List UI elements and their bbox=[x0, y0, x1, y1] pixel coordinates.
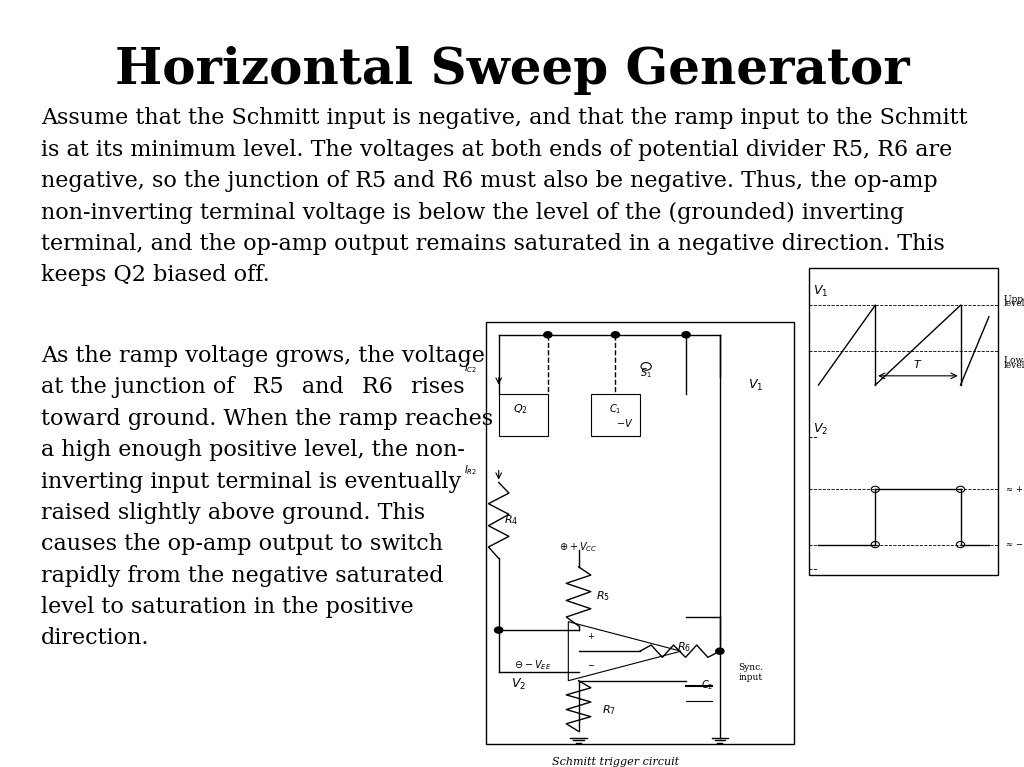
Text: $Q_2$: $Q_2$ bbox=[513, 402, 527, 416]
Text: $\oplus +V_{CC}$: $\oplus +V_{CC}$ bbox=[559, 541, 598, 554]
Text: $R_7$: $R_7$ bbox=[602, 703, 616, 717]
Text: $\ominus -V_{EE}$: $\ominus -V_{EE}$ bbox=[514, 659, 551, 672]
Text: Upper trigger: Upper trigger bbox=[1004, 295, 1024, 304]
Text: $C_2$: $C_2$ bbox=[701, 678, 714, 692]
Text: $S_1$: $S_1$ bbox=[640, 366, 652, 380]
Text: +: + bbox=[588, 632, 594, 641]
Polygon shape bbox=[568, 621, 681, 681]
Text: $V_1$: $V_1$ bbox=[813, 284, 828, 299]
Text: level: level bbox=[1004, 299, 1024, 308]
Circle shape bbox=[611, 331, 620, 337]
Bar bbox=[499, 394, 548, 436]
Text: level: level bbox=[1004, 360, 1024, 370]
Bar bbox=[591, 394, 640, 436]
Text: Schmitt trigger circuit: Schmitt trigger circuit bbox=[552, 756, 679, 767]
Circle shape bbox=[544, 331, 552, 337]
Text: $V_2$: $V_2$ bbox=[813, 422, 828, 437]
Text: $-V$: $-V$ bbox=[616, 417, 633, 430]
Circle shape bbox=[495, 627, 503, 634]
Circle shape bbox=[716, 648, 724, 654]
Text: $T$: $T$ bbox=[913, 357, 923, 370]
Text: $R_4$: $R_4$ bbox=[504, 514, 518, 527]
Bar bbox=[809, 268, 998, 575]
Bar bbox=[486, 322, 794, 744]
Text: $\approx -(V_{EE}-1\,V)$: $\approx -(V_{EE}-1\,V)$ bbox=[1004, 538, 1024, 551]
Text: $I_{R2}$: $I_{R2}$ bbox=[465, 463, 477, 476]
Text: −: − bbox=[588, 661, 594, 670]
Text: $C_1$: $C_1$ bbox=[609, 402, 622, 416]
Text: Horizontal Sweep Generator: Horizontal Sweep Generator bbox=[115, 46, 909, 95]
Text: Lower trigger: Lower trigger bbox=[1004, 356, 1024, 365]
Text: $R_6$: $R_6$ bbox=[677, 640, 691, 653]
Circle shape bbox=[682, 331, 690, 337]
Text: $V_2$: $V_2$ bbox=[511, 677, 526, 693]
Text: $V_1$: $V_1$ bbox=[748, 378, 763, 393]
Text: $\approx +(V_{CC}-1\,V)$: $\approx +(V_{CC}-1\,V)$ bbox=[1004, 483, 1024, 495]
Text: $R_5$: $R_5$ bbox=[596, 590, 610, 603]
Text: $I_{C2}$: $I_{C2}$ bbox=[465, 362, 477, 375]
Text: Sync.
input: Sync. input bbox=[738, 663, 764, 682]
Text: Assume that the Schmitt input is negative, and that the ramp input to the Schmit: Assume that the Schmitt input is negativ… bbox=[41, 107, 968, 286]
Text: As the ramp voltage grows, the voltage
at the junction of  R5  and  R6  rises
to: As the ramp voltage grows, the voltage a… bbox=[41, 345, 494, 650]
